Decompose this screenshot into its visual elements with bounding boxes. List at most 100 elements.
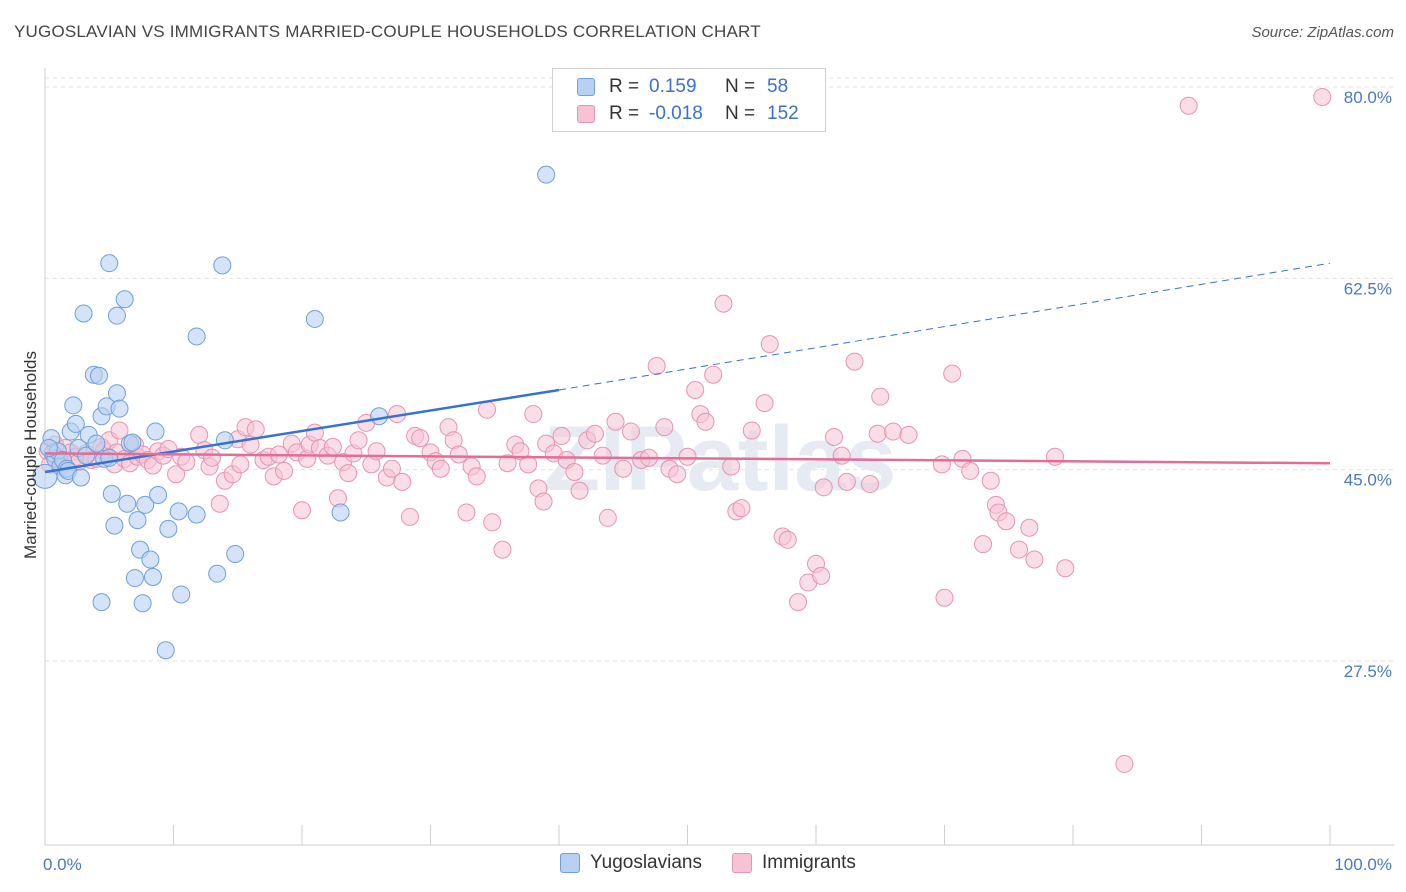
immigrants-point [570, 481, 589, 500]
yugoslavians-points [32, 165, 556, 660]
immigrants-point [932, 455, 951, 474]
legend-item-yugoslavians[interactable]: Yugoslavians [560, 852, 702, 874]
immigrants-point [400, 507, 419, 526]
n-label: N = [725, 103, 756, 124]
yugoslavians-point [74, 304, 93, 323]
immigrants-point [275, 461, 294, 480]
immigrants-point [498, 454, 517, 473]
immigrants-point [997, 512, 1016, 531]
blue-swatch [560, 853, 580, 873]
immigrants-point [457, 503, 476, 522]
yugoslavians-point [136, 495, 155, 514]
immigrants-point [593, 446, 612, 465]
yugoslavians-point [172, 585, 191, 604]
immigrants-point [789, 593, 808, 612]
yugoslavians-point [133, 594, 152, 613]
immigrants-point [565, 463, 584, 482]
immigrants-point [467, 467, 486, 486]
immigrants-point [598, 508, 617, 527]
immigrants-point [647, 356, 666, 375]
yugoslavians-point [66, 414, 85, 433]
immigrants-point [668, 465, 687, 484]
x-tick-label: 100.0% [1334, 855, 1392, 874]
immigrants-point [411, 429, 430, 448]
immigrants-point [935, 588, 954, 607]
immigrants-point [393, 472, 412, 491]
y-tick-label: 62.5% [1344, 279, 1392, 298]
immigrants-point [860, 475, 879, 494]
r-label: R = [609, 76, 640, 97]
immigrants-point [812, 566, 831, 585]
legend-item-immigrants[interactable]: Immigrants [731, 852, 856, 874]
immigrants-trend-line [44, 452, 1331, 465]
yugoslavians-point [123, 433, 142, 452]
yugoslavians-point [102, 484, 121, 503]
immigrants-point [349, 431, 368, 450]
immigrants-point [704, 365, 723, 384]
yugoslavians-point [128, 511, 147, 530]
legend-label: Immigrants [761, 852, 856, 873]
immigrants-point [382, 459, 401, 478]
immigrants-point [483, 513, 502, 532]
n-value: 152 [767, 103, 799, 124]
yugoslavians-point [159, 519, 178, 538]
yugoslavians-point [208, 564, 227, 583]
immigrants-point [714, 294, 733, 313]
yugoslavians-point [149, 485, 168, 504]
immigrants-point [742, 421, 761, 440]
yugoslavians-point [110, 399, 129, 418]
yugoslavians-point [331, 503, 350, 522]
yugoslavians-point [146, 422, 165, 441]
immigrants-point [323, 437, 342, 456]
immigrants-point [899, 425, 918, 444]
immigrants-point [606, 412, 625, 431]
yugoslavians-point [370, 407, 389, 426]
stats-legend: R = 0.159 N = 58 R = -0.018 N = 152 [552, 68, 826, 132]
yugoslavians-point [71, 468, 90, 487]
immigrants-point [974, 535, 993, 554]
immigrants-point [552, 426, 571, 445]
series-legend: Yugoslavians Immigrants [560, 852, 886, 874]
yugoslavians-point [100, 254, 119, 273]
yugoslavians-point [89, 366, 108, 385]
immigrants-point [755, 394, 774, 413]
yugoslavians-point [187, 327, 206, 346]
immigrants-point [832, 446, 851, 465]
immigrants-point [845, 352, 864, 371]
immigrants-point [732, 499, 751, 518]
immigrants-point [210, 494, 229, 513]
yugoslavians-point [141, 550, 160, 569]
yugoslavians-point [107, 306, 126, 325]
yugoslavians-point [64, 396, 83, 415]
chart-title: YUGOSLAVIAN VS IMMIGRANTS MARRIED-COUPLE… [14, 22, 761, 41]
immigrants-point [585, 424, 604, 443]
legend-label: Yugoslavians [590, 852, 702, 873]
immigrants-point [1046, 447, 1065, 466]
immigrants-point [524, 405, 543, 424]
immigrants-point [1020, 518, 1039, 537]
immigrants-point [1025, 550, 1044, 569]
r-label: R = [609, 103, 640, 124]
yugoslavians-point [105, 516, 124, 535]
yugoslavians-point [305, 309, 324, 328]
immigrants-point [177, 453, 196, 472]
immigrants-point [1313, 88, 1332, 106]
yugoslavians-point [187, 505, 206, 524]
immigrants-point [686, 381, 705, 400]
r-value: 0.159 [649, 76, 697, 97]
yugoslavians-point [39, 438, 58, 457]
yugoslavians-point [143, 567, 162, 586]
immigrants-point [678, 447, 697, 466]
immigrants-point [534, 492, 553, 511]
immigrants-point [722, 457, 741, 476]
n-value: 58 [767, 76, 789, 97]
immigrants-point [1056, 559, 1075, 578]
immigrants-point [621, 422, 640, 441]
yugoslavians-point [118, 494, 137, 513]
legend-row-immigrants: R = -0.018 N = 152 [577, 102, 799, 126]
yugoslavians-point [125, 569, 144, 588]
yugoslavians-point [115, 290, 134, 309]
y-axis-label: Married-couple Households [21, 351, 40, 559]
immigrants-point [655, 418, 674, 437]
